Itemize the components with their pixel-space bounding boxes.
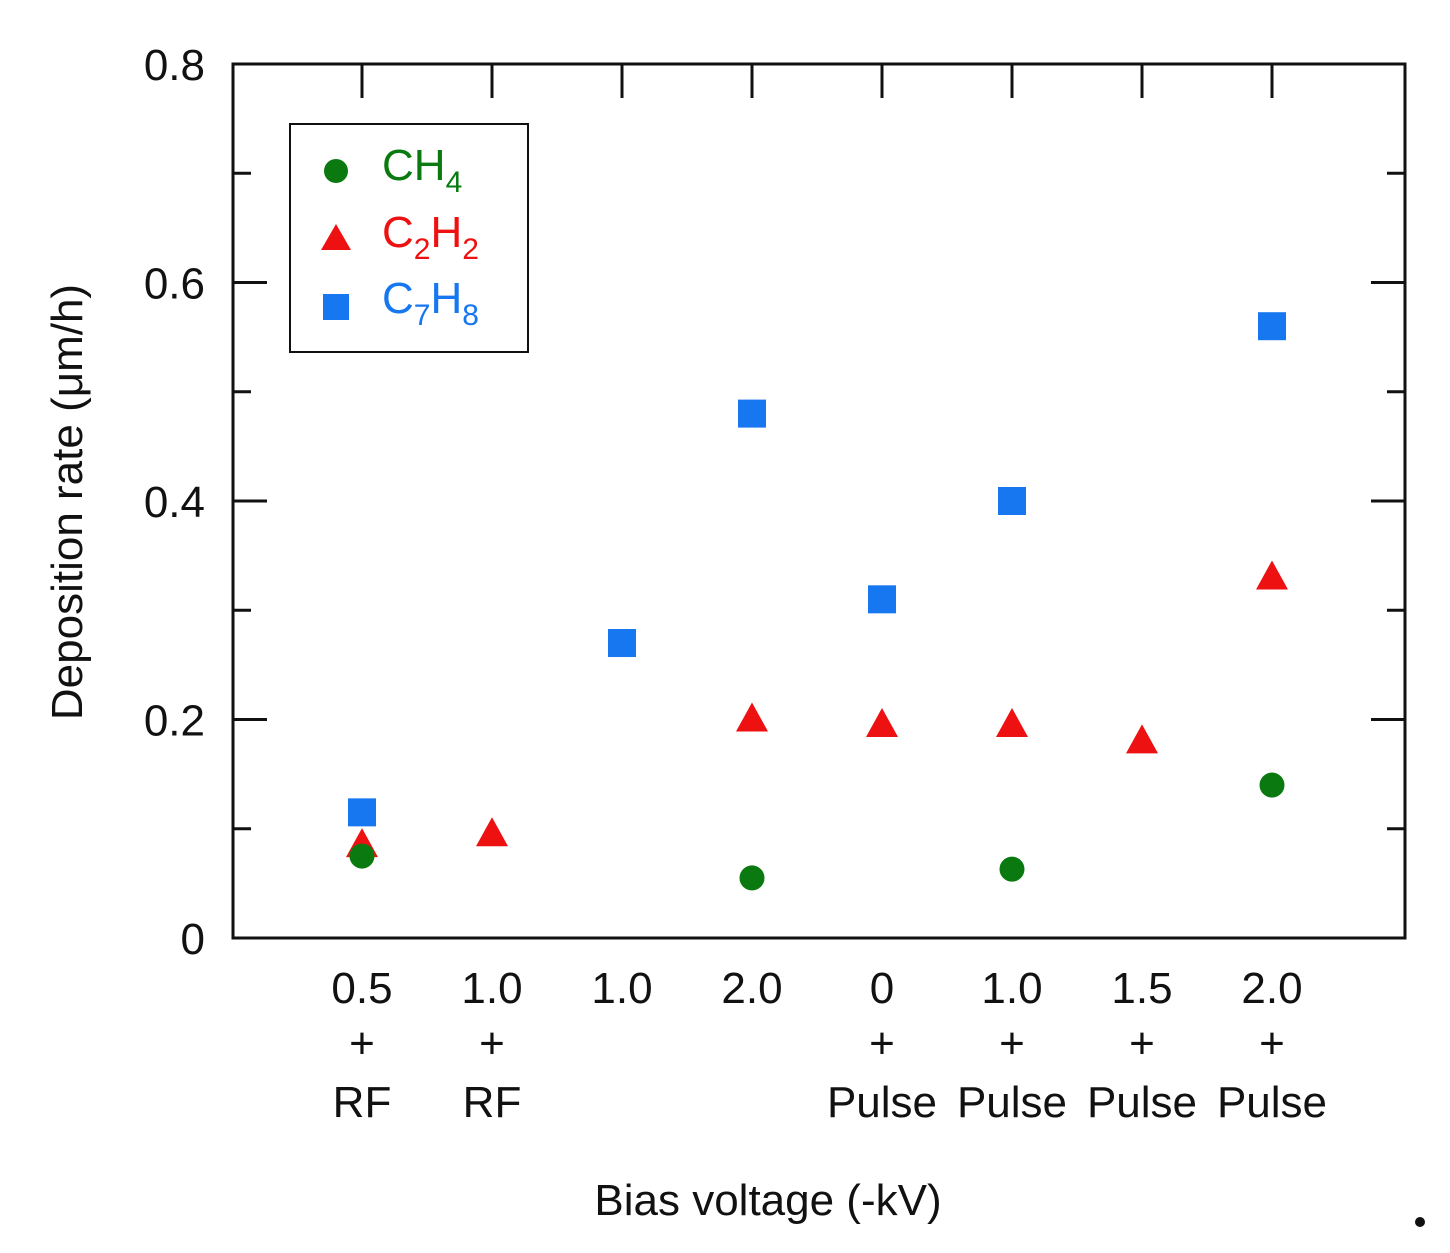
- x-tick-mode: Pulse: [1217, 1078, 1327, 1127]
- x-tick-plus: +: [349, 1019, 375, 1068]
- x-tick-plus: +: [1259, 1019, 1285, 1068]
- legend-marker-ch4: [324, 159, 348, 183]
- x-tick-value: 2.0: [721, 964, 782, 1013]
- x-tick-value: 0: [870, 964, 894, 1013]
- x-tick-mode: Pulse: [827, 1078, 937, 1127]
- ch4-point: [999, 856, 1025, 882]
- y-tick-label: 0.4: [144, 478, 205, 527]
- c2h2-point: [476, 817, 508, 847]
- x-tick-plus: +: [999, 1019, 1025, 1068]
- x-tick-mode: Pulse: [1087, 1078, 1197, 1127]
- x-tick-value: 1.0: [981, 964, 1042, 1013]
- legend: CH4 C2H2 C7H8: [289, 123, 529, 353]
- legend-marker-c7h8: [323, 294, 349, 320]
- x-tick-plus: +: [479, 1019, 505, 1068]
- c2h2-point: [1256, 560, 1288, 590]
- stray-dot: [1415, 1217, 1425, 1227]
- x-tick-value: 0.5: [331, 964, 392, 1013]
- c7h8-point: [1258, 312, 1286, 341]
- c7h8-point: [868, 585, 896, 614]
- y-tick-label: 0.6: [144, 260, 205, 309]
- ch4-point: [349, 843, 375, 869]
- c7h8-point: [738, 399, 766, 428]
- y-axis-title: Deposition rate (μm/h): [43, 284, 92, 720]
- data-marks: [346, 312, 1288, 891]
- c7h8-point: [348, 798, 376, 827]
- x-tick-mode: Pulse: [957, 1078, 1067, 1127]
- c2h2-point: [866, 707, 898, 737]
- ch4-point: [739, 865, 765, 891]
- x-tick-mode: RF: [333, 1078, 392, 1127]
- x-tick-mode: RF: [463, 1078, 522, 1127]
- c7h8-point: [998, 487, 1026, 515]
- legend-label-ch4: CH4: [382, 141, 462, 199]
- x-axis-title: Bias voltage (-kV): [594, 1176, 941, 1225]
- y-tick-label: 0.8: [144, 41, 205, 90]
- c2h2-point: [996, 707, 1028, 737]
- c2h2-point: [736, 702, 768, 732]
- x-tick-value: 1.0: [461, 964, 522, 1013]
- legend-label-c2h2: C2H2: [382, 208, 479, 266]
- legend-marker-c2h2: [321, 224, 351, 250]
- axes: 0 0.2 0.4 0.6 0.8 0.5 + RF 1.0 + RF 1.0 2.0 0 + Pulse 1.…: [144, 41, 1407, 1127]
- ch4-point: [1259, 772, 1285, 798]
- c7h8-point: [608, 629, 636, 658]
- legend-label-c7h8: C7H8: [382, 274, 479, 332]
- y-tick-label: 0.2: [144, 697, 205, 746]
- x-tick-value: 1.5: [1111, 964, 1172, 1013]
- x-tick-value: 2.0: [1241, 964, 1302, 1013]
- x-tick-plus: +: [869, 1019, 895, 1068]
- x-tick-plus: +: [1129, 1019, 1155, 1068]
- y-tick-label: 0: [181, 915, 205, 964]
- x-tick-value: 1.0: [591, 964, 652, 1013]
- c2h2-point: [1126, 724, 1158, 754]
